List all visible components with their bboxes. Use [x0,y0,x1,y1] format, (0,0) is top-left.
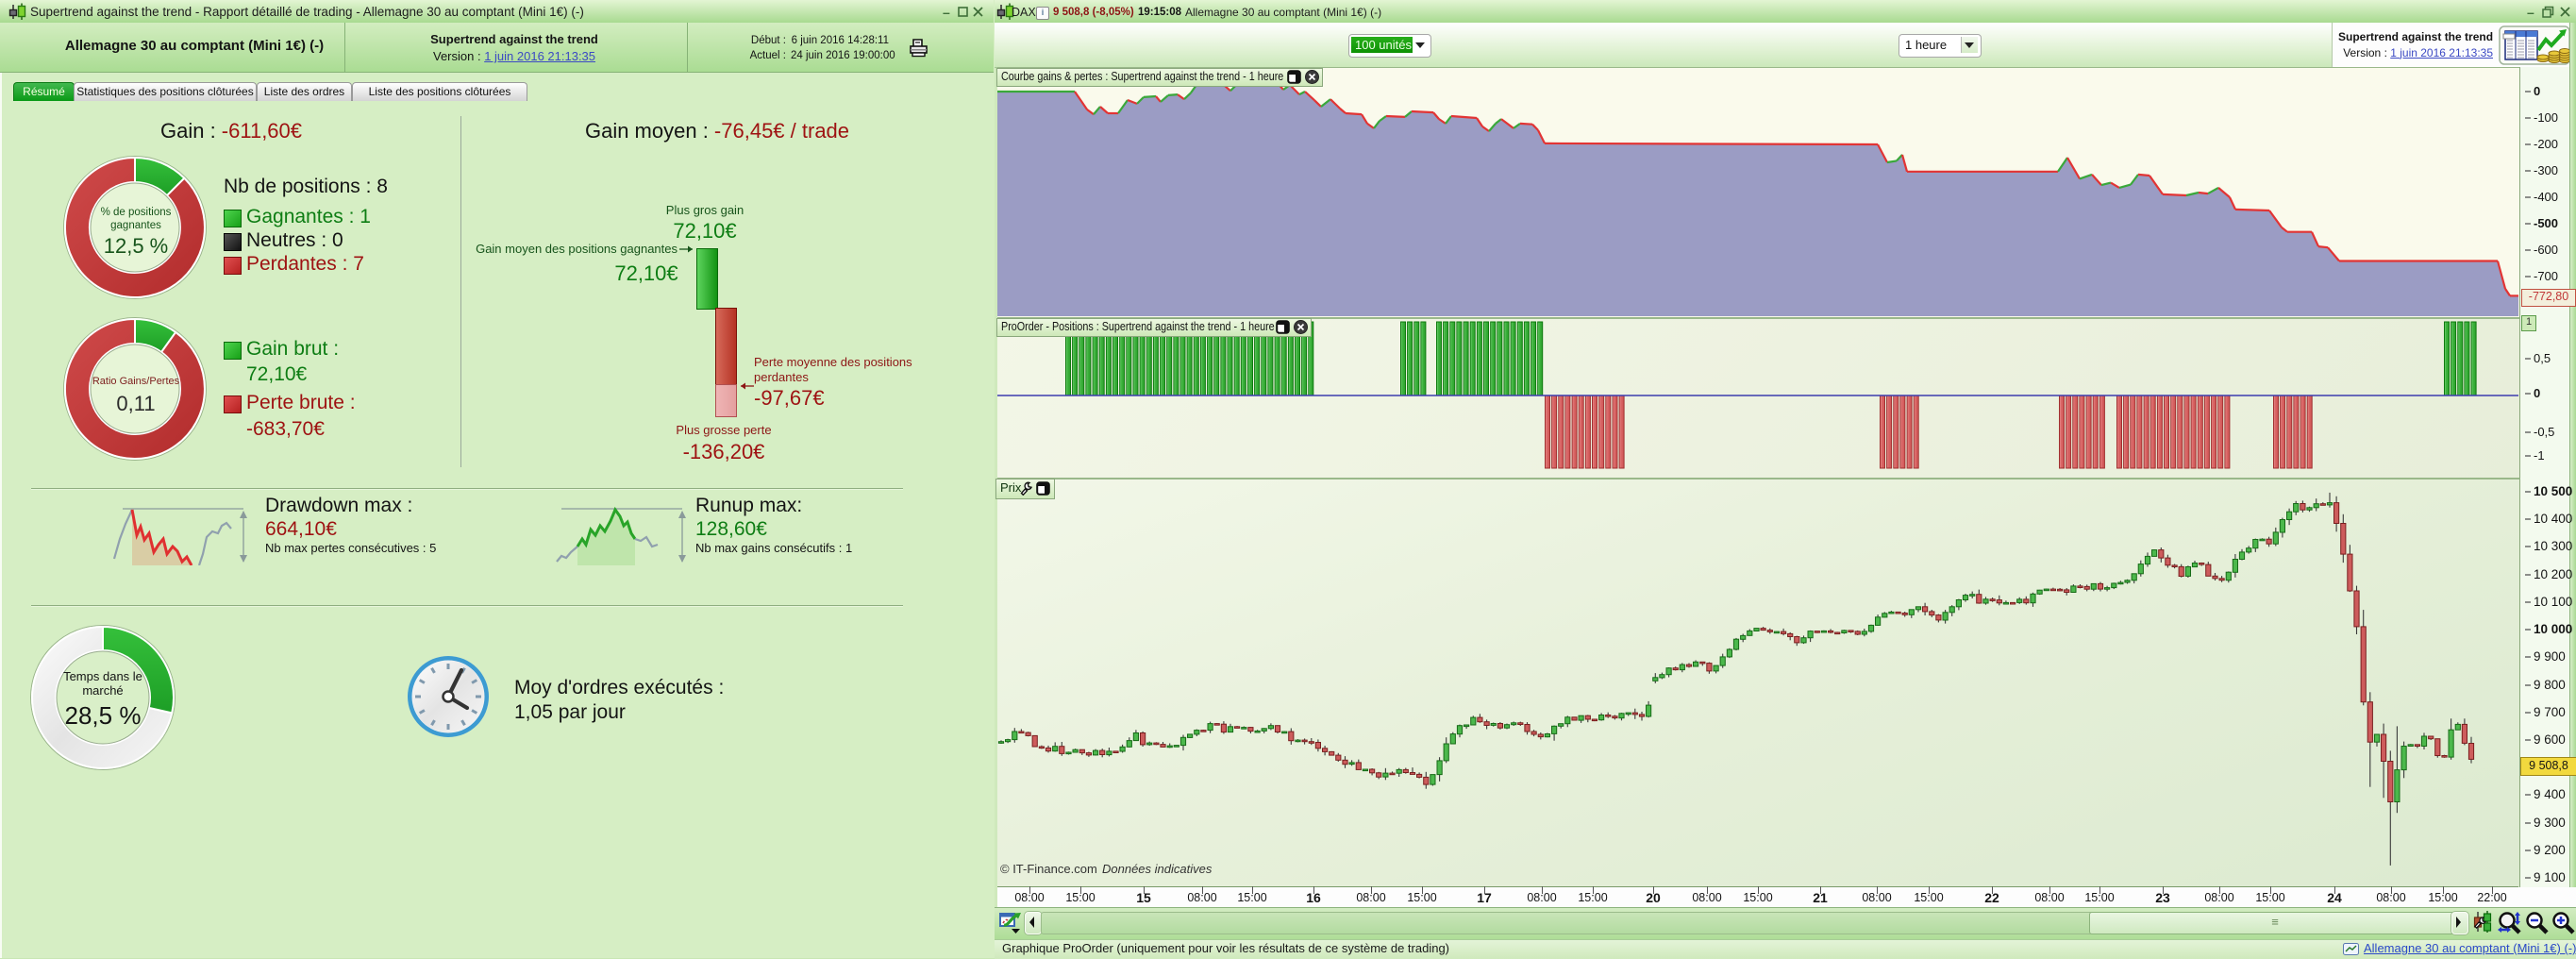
svg-text:0,11: 0,11 [116,392,155,415]
svg-text:28,5 %: 28,5 % [65,701,142,730]
svg-text:Ratio Gains/Pertes: Ratio Gains/Pertes [92,376,180,387]
svg-text:% de positions: % de positions [101,207,172,218]
svg-text:gagnantes: gagnantes [110,220,161,231]
svg-text:marché: marché [82,683,123,698]
svg-text:Temps dans le: Temps dans le [63,669,142,683]
svg-text:12,5 %: 12,5 % [104,234,169,258]
